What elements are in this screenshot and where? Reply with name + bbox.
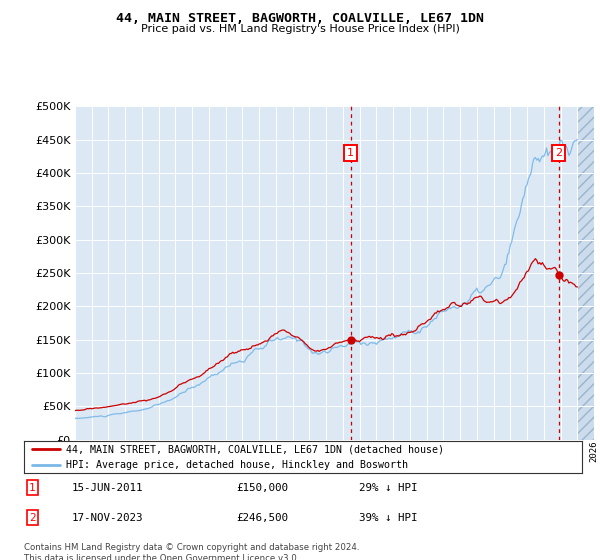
Text: 17-NOV-2023: 17-NOV-2023	[71, 513, 143, 523]
Text: Price paid vs. HM Land Registry's House Price Index (HPI): Price paid vs. HM Land Registry's House …	[140, 24, 460, 34]
Text: £246,500: £246,500	[236, 513, 288, 523]
Text: 1: 1	[29, 483, 35, 493]
Text: 39% ↓ HPI: 39% ↓ HPI	[359, 513, 418, 523]
Text: 15-JUN-2011: 15-JUN-2011	[71, 483, 143, 493]
Text: HPI: Average price, detached house, Hinckley and Bosworth: HPI: Average price, detached house, Hinc…	[66, 460, 408, 470]
Bar	[577, 106, 600, 440]
Text: Contains HM Land Registry data © Crown copyright and database right 2024.
This d: Contains HM Land Registry data © Crown c…	[24, 543, 359, 560]
Text: 44, MAIN STREET, BAGWORTH, COALVILLE, LE67 1DN: 44, MAIN STREET, BAGWORTH, COALVILLE, LE…	[116, 12, 484, 25]
Text: 1: 1	[347, 148, 354, 158]
Bar	[577, 106, 600, 440]
Text: 2: 2	[29, 513, 35, 523]
Text: 29% ↓ HPI: 29% ↓ HPI	[359, 483, 418, 493]
Text: 44, MAIN STREET, BAGWORTH, COALVILLE, LE67 1DN (detached house): 44, MAIN STREET, BAGWORTH, COALVILLE, LE…	[66, 444, 444, 454]
Text: £150,000: £150,000	[236, 483, 288, 493]
Text: 2: 2	[555, 148, 562, 158]
